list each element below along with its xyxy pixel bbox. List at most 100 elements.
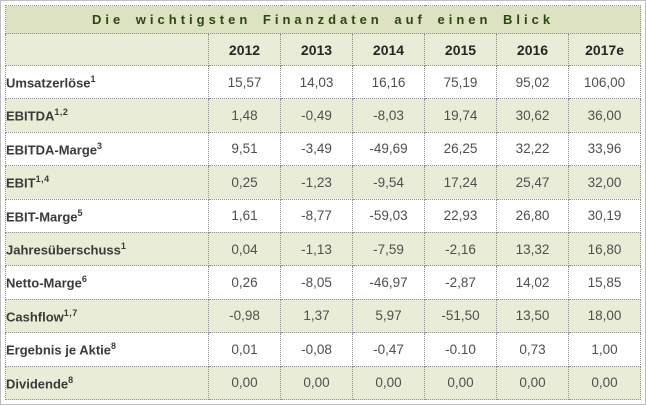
value-cell: 26,25 <box>424 131 497 167</box>
value-cell: 0,73 <box>496 332 569 367</box>
footnote-ref: 1 <box>90 74 97 85</box>
value-cell: 0,00 <box>424 365 497 401</box>
value-cell: 15,57 <box>208 64 281 100</box>
table-title: Die wichtigsten Finanzdaten auf einen Bl… <box>4 5 642 34</box>
value-cell: 1,37 <box>280 298 353 334</box>
value-cell: 1,61 <box>208 198 281 233</box>
footnote-ref: 8 <box>68 374 74 385</box>
value-cell: 95,02 <box>496 64 569 100</box>
value-cell: 1,00 <box>567 332 642 367</box>
row-label-text: Umsatzerlöse <box>6 75 91 91</box>
value-cell: 0,00 <box>208 365 281 401</box>
table-row-netto-marge: Netto-Marge6 0,26 -8,05 -46,97 -2,87 14,… <box>5 265 642 300</box>
row-label: Jahresüberschuss1 <box>5 231 209 267</box>
row-label: EBIT-Marge5 <box>5 198 209 233</box>
row-label: Dividende8 <box>5 365 209 401</box>
value-cell: -7,59 <box>352 231 425 267</box>
value-cell: 1,48 <box>208 98 281 133</box>
footnote-ref: 6 <box>81 274 88 285</box>
column-header-2016: 2016 <box>496 33 569 66</box>
value-cell: 0,00 <box>496 365 569 401</box>
value-cell: 15,85 <box>567 265 642 300</box>
row-label-text: EBITDA-Marge <box>6 142 98 158</box>
value-cell: -0,98 <box>208 298 281 334</box>
value-cell: -8,03 <box>352 98 425 133</box>
footnote-ref: 1 <box>120 240 127 251</box>
table-row-ebitda: EBITDA1,2 1,48 -0,49 -8,03 19,74 30,62 3… <box>5 98 642 133</box>
footnote-ref: 1,4 <box>35 174 50 185</box>
value-cell: 16,80 <box>567 231 642 267</box>
value-cell: 13,32 <box>496 231 569 267</box>
row-label-text: Cashflow <box>6 309 64 325</box>
row-label: Umsatzerlöse1 <box>5 64 209 100</box>
table-row-dividende: Dividende8 0,00 0,00 0,00 0,00 0,00 0,00 <box>5 365 642 401</box>
value-cell: -1,13 <box>280 231 353 267</box>
value-cell: 22,93 <box>424 198 497 233</box>
row-label-text: EBITDA <box>6 108 55 124</box>
table-row-jahresueberschuss: Jahresüberschuss1 0,04 -1,13 -7,59 -2,16… <box>5 231 642 267</box>
row-label: EBITDA-Marge3 <box>5 131 209 167</box>
footnote-ref: 5 <box>77 207 84 218</box>
column-header-2017e: 2017e <box>567 33 642 66</box>
row-label-text: EBIT-Marge <box>6 208 78 224</box>
value-cell: 14,02 <box>496 265 569 300</box>
value-cell: -8,77 <box>280 198 353 233</box>
row-label: EBIT1,4 <box>5 165 209 200</box>
column-header-row: 2012 2013 2014 2015 2016 2017e <box>5 33 642 66</box>
table-row-ebitda-marge: EBITDA-Marge3 9,51 -3,49 -49,69 26,25 32… <box>5 131 642 167</box>
value-cell: -0,08 <box>280 332 353 367</box>
row-label-text: Jahresüberschuss <box>6 242 121 258</box>
value-cell: 0,25 <box>208 165 281 200</box>
footnote-ref: 3 <box>97 140 103 151</box>
value-cell: 0,01 <box>208 332 281 367</box>
row-label-text: EBIT <box>6 175 36 191</box>
row-label: EBITDA1,2 <box>5 98 209 133</box>
table-row-umsatzerloese: Umsatzerlöse1 15,57 14,03 16,16 75,19 95… <box>5 64 642 100</box>
value-cell: 33,96 <box>567 131 642 167</box>
footnote-ref: 1,2 <box>54 107 69 118</box>
value-cell: 26,80 <box>496 198 569 233</box>
value-cell: 9,51 <box>208 131 281 167</box>
row-label: Ergebnis je Aktie8 <box>5 332 209 367</box>
value-cell: 17,24 <box>424 165 497 200</box>
row-label: Cashflow1,7 <box>5 298 209 334</box>
value-cell: 25,47 <box>496 165 569 200</box>
value-cell: -2,87 <box>424 265 497 300</box>
value-cell: 5,97 <box>352 298 425 334</box>
column-header-2012: 2012 <box>208 33 281 66</box>
value-cell: 75,19 <box>424 64 497 100</box>
value-cell: -51,50 <box>424 298 497 334</box>
value-cell: 14,03 <box>280 64 353 100</box>
value-cell: 36,00 <box>567 98 642 133</box>
value-cell: 0,00 <box>352 365 425 401</box>
column-header-2015: 2015 <box>424 33 497 66</box>
row-label-text: Dividende <box>6 375 69 391</box>
table-row-ebit-marge: EBIT-Marge5 1,61 -8,77 -59,03 22,93 26,8… <box>5 198 642 233</box>
table-row-ebit: EBIT1,4 0,25 -1,23 -9,54 17,24 25,47 32,… <box>5 165 642 200</box>
value-cell: -0.10 <box>424 332 497 367</box>
value-cell: -49,69 <box>352 131 425 167</box>
financial-data-table: Die wichtigsten Finanzdaten auf einen Bl… <box>4 5 642 401</box>
value-cell: 32,00 <box>567 165 642 200</box>
value-cell: -1,23 <box>280 165 353 200</box>
table-row-ergebnis-je-aktie: Ergebnis je Aktie8 0,01 -0,08 -0,47 -0.1… <box>5 332 642 367</box>
row-label-text: Netto-Marge <box>6 275 82 291</box>
corner-cell <box>5 33 209 66</box>
value-cell: 30,62 <box>496 98 569 133</box>
value-cell: 32,22 <box>496 131 569 167</box>
value-cell: -9,54 <box>352 165 425 200</box>
footnote-ref: 1,7 <box>63 307 78 318</box>
value-cell: 106,00 <box>567 64 642 100</box>
column-header-2014: 2014 <box>352 33 425 66</box>
row-label: Netto-Marge6 <box>5 265 209 300</box>
table-row-cashflow: Cashflow1,7 -0,98 1,37 5,97 -51,50 13,50… <box>5 298 642 334</box>
value-cell: -59,03 <box>352 198 425 233</box>
value-cell: -0,49 <box>280 98 353 133</box>
value-cell: -46,97 <box>352 265 425 300</box>
footnote-ref: 8 <box>111 341 117 352</box>
value-cell: 18,00 <box>567 298 642 334</box>
row-label-text: Ergebnis je Aktie <box>6 342 111 358</box>
value-cell: -2,16 <box>424 231 497 267</box>
value-cell: 30,19 <box>567 198 642 233</box>
